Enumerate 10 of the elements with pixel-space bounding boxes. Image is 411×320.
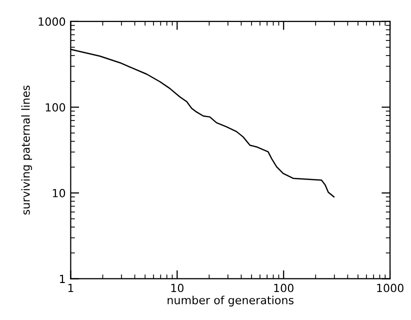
y-axis-title: surviving paternal lines [21, 86, 32, 215]
x-tick-label: 100 [274, 284, 294, 292]
x-tick-label: 1 [68, 284, 74, 292]
x-axis-title: number of generations [168, 296, 294, 306]
x-tick-label: 10 [171, 284, 184, 292]
x-tick-label: 1000 [377, 284, 404, 292]
y-tick-label: 1 [60, 274, 65, 283]
y-tick-label: 10 [52, 188, 66, 198]
y-tick-label: 100 [46, 103, 66, 112]
y-tick-label: 1000 [38, 17, 66, 26]
